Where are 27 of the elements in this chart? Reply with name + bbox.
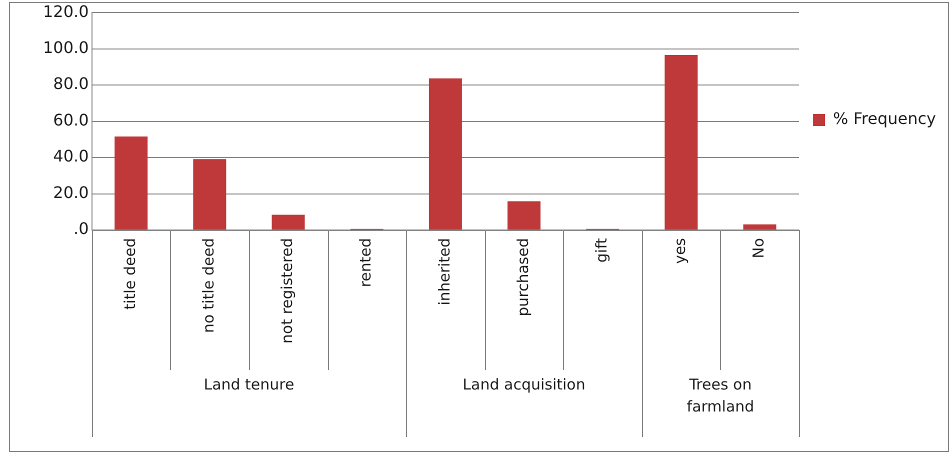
bar — [428, 78, 462, 230]
x-tick-label: no title deed — [200, 238, 218, 334]
text: Land tenure — [204, 375, 294, 394]
bar — [114, 136, 148, 230]
bar — [743, 224, 776, 230]
x-tick-label: yes — [671, 238, 690, 264]
legend-label: % Frequency — [833, 109, 936, 128]
x-tick-label: inherited — [435, 238, 454, 306]
x-tick-label: No — [750, 238, 768, 258]
x-tick-label: title deed — [120, 238, 139, 310]
bar — [193, 159, 226, 230]
text: Land acquisition — [462, 375, 586, 394]
y-tick-label: 100.0 — [42, 38, 89, 57]
y-tick-label: .0 — [74, 219, 89, 238]
bar — [664, 54, 698, 230]
y-tick-label: 40.0 — [53, 146, 89, 166]
x-tick-label: not registered — [278, 238, 296, 344]
y-tick-label: 20.0 — [53, 182, 89, 202]
text: Trees on farmland — [686, 375, 754, 416]
bar — [508, 201, 541, 230]
y-tick-label: 60.0 — [53, 110, 89, 130]
y-tick-label: 120.0 — [42, 2, 89, 21]
x-tick-label: purchased — [514, 238, 532, 316]
x-tick-label: gift — [592, 238, 610, 263]
bar — [272, 214, 305, 230]
y-tick-label: 80.0 — [53, 74, 89, 94]
x-tick-label: rented — [356, 238, 375, 288]
